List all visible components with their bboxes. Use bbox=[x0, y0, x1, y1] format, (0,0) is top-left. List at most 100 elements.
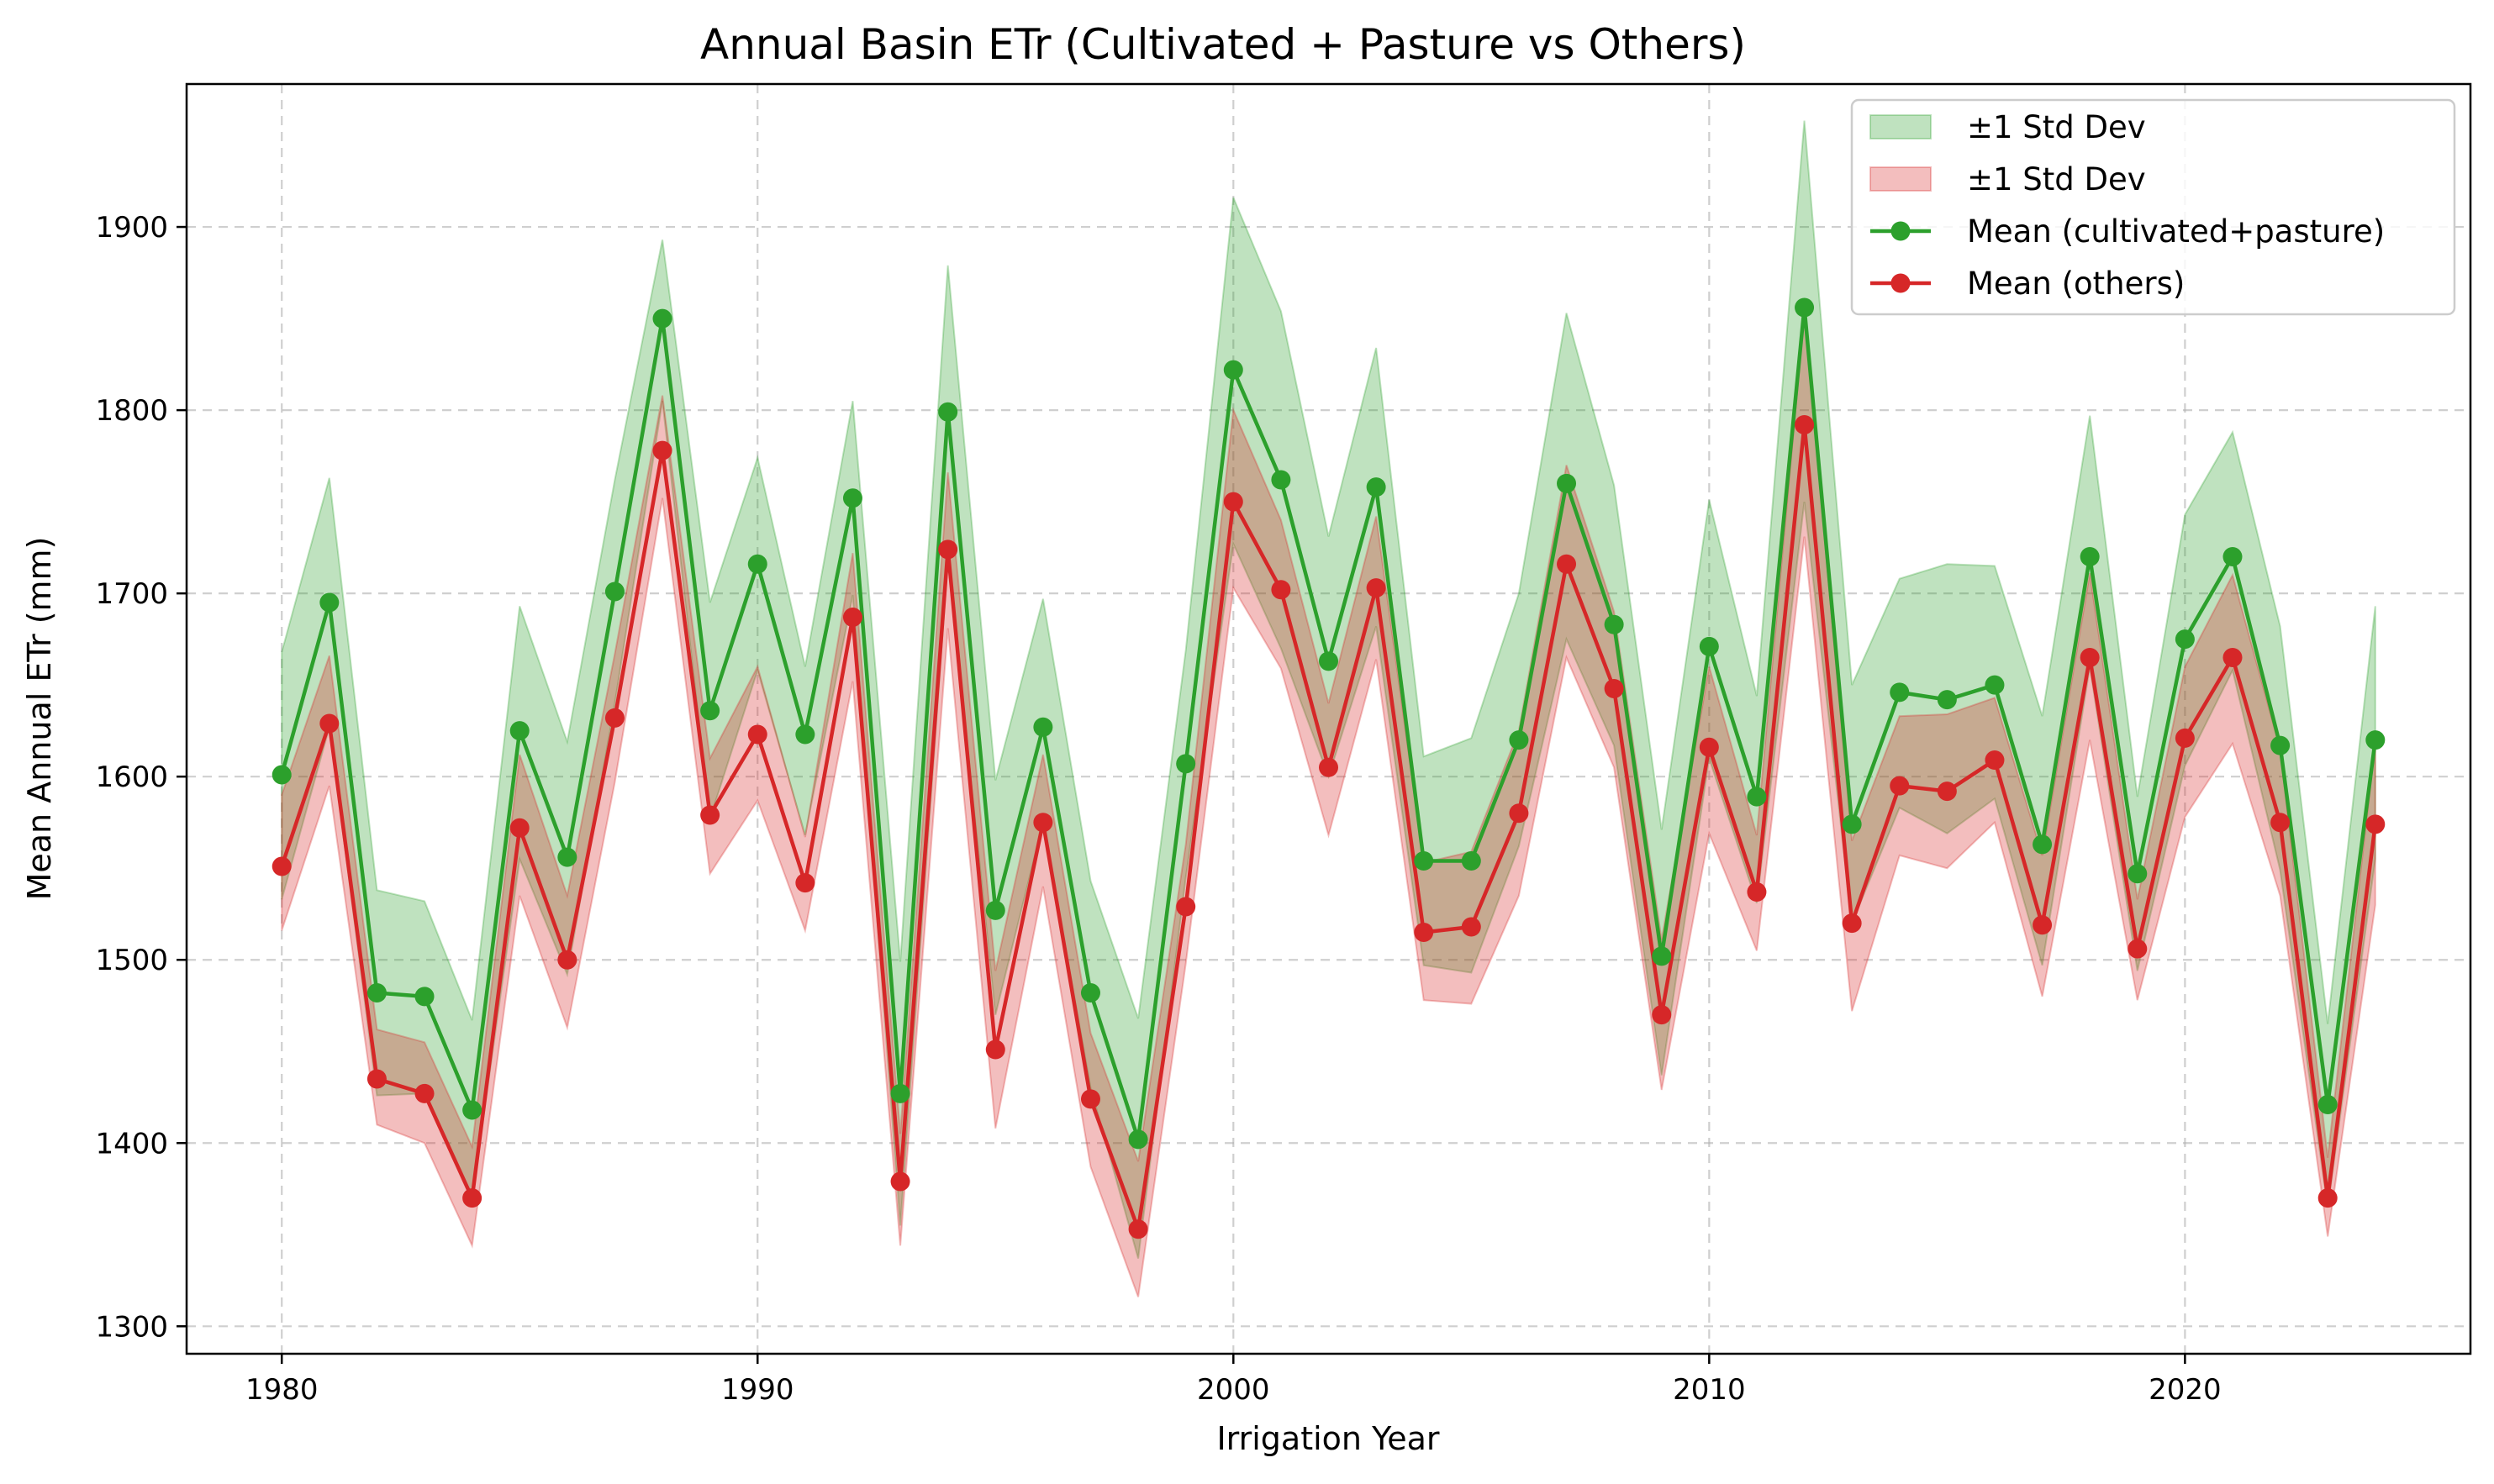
data-point-cultivated bbox=[1699, 636, 1719, 656]
legend-label-band-cultivated: ±1 Std Dev bbox=[1967, 109, 2146, 145]
data-point-cultivated bbox=[1319, 651, 1338, 671]
data-point-cultivated bbox=[319, 592, 340, 613]
data-point-cultivated bbox=[462, 1100, 482, 1120]
data-point-others bbox=[700, 805, 720, 825]
data-point-cultivated bbox=[1985, 675, 2005, 695]
data-point-others bbox=[2365, 814, 2386, 834]
data-point-others bbox=[1366, 578, 1386, 598]
y-tick-label: 1500 bbox=[95, 944, 168, 977]
y-axis-title: Mean Annual ETr (mm) bbox=[21, 537, 58, 901]
data-point-cultivated bbox=[2080, 547, 2100, 567]
legend-swatch-marker-others bbox=[1890, 273, 1911, 293]
data-point-cultivated bbox=[652, 308, 672, 329]
data-point-cultivated bbox=[1795, 297, 1815, 318]
series-points bbox=[272, 297, 2386, 1239]
y-tick-label: 1800 bbox=[95, 394, 168, 428]
data-point-cultivated bbox=[1509, 730, 1529, 750]
data-point-others bbox=[1223, 492, 1243, 512]
legend: ±1 Std Dev ±1 Std Dev Mean (cultivated+p… bbox=[1850, 98, 2456, 316]
data-point-cultivated bbox=[700, 701, 720, 721]
y-tick-label: 1300 bbox=[95, 1310, 168, 1344]
legend-swatch-band-others bbox=[1869, 166, 1932, 192]
data-point-others bbox=[938, 539, 958, 560]
x-tick-label: 2000 bbox=[1197, 1373, 1270, 1407]
data-point-others bbox=[557, 950, 577, 970]
data-point-cultivated bbox=[1842, 814, 1862, 834]
data-point-others bbox=[2128, 939, 2148, 959]
data-point-others bbox=[366, 1069, 387, 1089]
data-point-cultivated bbox=[1937, 690, 1957, 710]
y-tick-label: 1400 bbox=[95, 1127, 168, 1160]
data-point-cultivated bbox=[272, 765, 292, 785]
x-axis-title: Irrigation Year bbox=[1216, 1420, 1439, 1457]
plot-frame bbox=[185, 82, 2472, 1355]
legend-label-line-others: Mean (others) bbox=[1967, 266, 2185, 302]
data-point-others bbox=[1509, 803, 1529, 824]
data-point-cultivated bbox=[366, 982, 387, 1002]
data-point-others bbox=[462, 1188, 482, 1208]
y-axis-ticks: 1300 1400 1500 1600 1700 1800 1900 bbox=[95, 211, 187, 1344]
data-point-others bbox=[1985, 750, 2005, 771]
data-point-cultivated bbox=[1557, 473, 1577, 493]
data-point-others bbox=[1319, 757, 1338, 777]
data-point-others bbox=[1842, 913, 1862, 934]
x-axis-ticks: 1980 1990 2000 2010 2020 bbox=[245, 1354, 2222, 1407]
data-point-cultivated bbox=[2033, 834, 2053, 855]
data-point-cultivated bbox=[2175, 629, 2195, 650]
data-point-cultivated bbox=[604, 581, 625, 602]
data-point-others bbox=[2033, 915, 2053, 935]
data-point-others bbox=[1176, 897, 1196, 917]
data-point-others bbox=[1604, 679, 1624, 699]
data-point-others bbox=[1271, 580, 1291, 600]
data-point-others bbox=[795, 873, 815, 893]
data-point-others bbox=[319, 713, 340, 734]
data-point-cultivated bbox=[985, 900, 1005, 920]
y-tick-label: 1900 bbox=[95, 211, 168, 245]
data-point-others bbox=[1080, 1089, 1100, 1109]
data-point-cultivated bbox=[1128, 1129, 1148, 1150]
data-point-others bbox=[1937, 781, 1957, 802]
data-point-others bbox=[652, 440, 672, 460]
data-point-cultivated bbox=[2317, 1094, 2338, 1114]
data-point-others bbox=[2270, 813, 2291, 833]
data-point-cultivated bbox=[2365, 730, 2386, 750]
data-point-cultivated bbox=[1176, 754, 1196, 774]
data-point-others bbox=[2175, 728, 2195, 748]
chart-title: Annual Basin ETr (Cultivated + Pasture v… bbox=[700, 20, 1746, 69]
data-point-cultivated bbox=[1223, 360, 1243, 380]
data-point-others bbox=[1128, 1219, 1148, 1239]
data-point-cultivated bbox=[1414, 850, 1434, 871]
x-tick-label: 2010 bbox=[1673, 1373, 1746, 1407]
data-point-others bbox=[2080, 647, 2100, 667]
data-point-cultivated bbox=[2128, 864, 2148, 884]
data-point-others bbox=[1461, 917, 1481, 937]
data-point-others bbox=[1557, 554, 1577, 574]
legend-label-line-cultivated: Mean (cultivated+pasture) bbox=[1967, 213, 2385, 250]
data-point-cultivated bbox=[414, 987, 435, 1007]
x-tick-label: 1990 bbox=[721, 1373, 794, 1407]
data-point-cultivated bbox=[509, 721, 530, 741]
legend-swatch-band-cultivated bbox=[1869, 114, 1932, 139]
data-point-cultivated bbox=[842, 488, 862, 508]
data-point-cultivated bbox=[2222, 547, 2243, 567]
data-point-cultivated bbox=[2270, 735, 2291, 755]
data-point-cultivated bbox=[938, 402, 958, 422]
data-point-others bbox=[747, 724, 767, 745]
data-point-others bbox=[1747, 882, 1767, 903]
data-point-others bbox=[1699, 737, 1719, 757]
y-tick-label: 1700 bbox=[95, 577, 168, 611]
legend-swatch-marker-cultivated bbox=[1890, 221, 1911, 241]
data-point-others bbox=[2222, 647, 2243, 667]
x-tick-label: 1980 bbox=[245, 1373, 319, 1407]
data-point-cultivated bbox=[1033, 717, 1053, 737]
x-tick-label: 2020 bbox=[2149, 1373, 2222, 1407]
data-point-cultivated bbox=[1080, 982, 1100, 1002]
data-point-cultivated bbox=[1604, 614, 1624, 634]
data-point-cultivated bbox=[795, 724, 815, 745]
data-point-others bbox=[985, 1039, 1005, 1060]
data-point-others bbox=[272, 856, 292, 876]
legend-label-band-others: ±1 Std Dev bbox=[1967, 161, 2146, 197]
data-point-cultivated bbox=[1271, 470, 1291, 490]
data-point-cultivated bbox=[747, 554, 767, 574]
data-point-cultivated bbox=[1747, 787, 1767, 807]
